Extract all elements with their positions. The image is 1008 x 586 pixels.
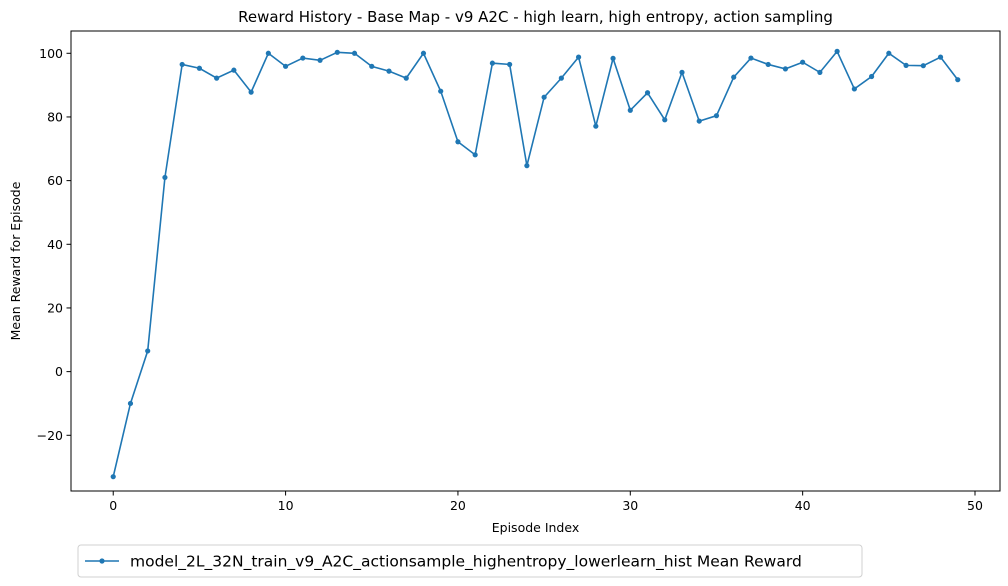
data-point <box>644 90 651 96</box>
data-point <box>851 86 857 92</box>
data-point <box>507 61 513 68</box>
series-line <box>112 49 959 477</box>
data-point <box>248 89 254 95</box>
data-point <box>455 139 461 145</box>
legend-series-label: model_2L_32N_train_v9_A2C_actionsample_h… <box>130 553 802 572</box>
data-point <box>868 73 875 80</box>
data-point <box>334 49 340 55</box>
y-tick-label: 80 <box>47 109 63 124</box>
data-point <box>696 118 702 124</box>
data-point <box>403 75 409 81</box>
data-point <box>817 69 823 75</box>
y-axis: −20 0 20 40 60 80 100 <box>37 46 71 443</box>
y-tick-label: 40 <box>47 237 63 252</box>
data-point <box>489 60 496 66</box>
data-point <box>369 63 375 69</box>
x-axis: 0 10 20 30 40 50 <box>109 491 983 513</box>
data-point <box>731 74 737 80</box>
data-point <box>748 55 754 61</box>
data-point <box>558 75 564 81</box>
x-tick-label: 20 <box>450 498 466 513</box>
data-point <box>282 63 289 69</box>
x-tick-label: 40 <box>795 498 811 513</box>
data-point <box>265 50 271 56</box>
data-point <box>145 348 151 354</box>
data-point <box>196 65 203 71</box>
data-point <box>834 48 840 54</box>
data-point <box>231 67 237 73</box>
data-point <box>610 55 616 61</box>
data-point <box>524 163 530 169</box>
data-point <box>127 400 134 407</box>
data-point <box>472 152 478 158</box>
data-point <box>317 57 323 63</box>
y-tick-label: 60 <box>47 173 63 188</box>
legend-box <box>77 544 863 578</box>
data-point <box>300 55 306 61</box>
data-point <box>541 94 547 100</box>
data-point <box>162 174 168 181</box>
data-point <box>955 77 961 83</box>
data-point <box>920 63 926 69</box>
data-point <box>662 117 668 123</box>
data-point <box>179 61 185 68</box>
data-point <box>110 474 116 480</box>
y-tick-label: −20 <box>37 428 63 443</box>
data-point <box>937 54 944 60</box>
legend-marker-swatch <box>99 558 105 564</box>
data-point <box>627 107 633 113</box>
x-tick-label: 50 <box>967 498 983 513</box>
data-point <box>903 62 909 68</box>
data-point <box>679 69 685 75</box>
data-point <box>800 59 806 65</box>
data-point <box>386 68 392 74</box>
series-markers <box>110 48 961 480</box>
data-point <box>575 54 582 60</box>
legend: model_2L_32N_train_v9_A2C_actionsample_h… <box>77 544 863 578</box>
y-tick-label: 100 <box>39 46 63 61</box>
data-point <box>420 50 427 56</box>
data-point <box>351 50 358 56</box>
data-point <box>782 66 789 72</box>
y-tick-label: 0 <box>55 364 63 379</box>
x-tick-label: 0 <box>109 498 117 513</box>
data-point <box>765 61 771 68</box>
data-point <box>214 75 220 81</box>
data-point <box>886 50 892 56</box>
x-tick-label: 10 <box>278 498 294 513</box>
data-point <box>593 123 599 129</box>
x-axis-label: Episode Index <box>492 520 579 535</box>
x-tick-label: 30 <box>622 498 638 513</box>
data-point <box>713 113 720 119</box>
plot-frame <box>70 30 1001 492</box>
y-axis-label: Mean Reward for Episode <box>8 181 23 340</box>
chart-title: Reward History - Base Map - v9 A2C - hig… <box>238 8 833 26</box>
data-point <box>438 88 444 94</box>
y-tick-label: 20 <box>47 300 63 315</box>
